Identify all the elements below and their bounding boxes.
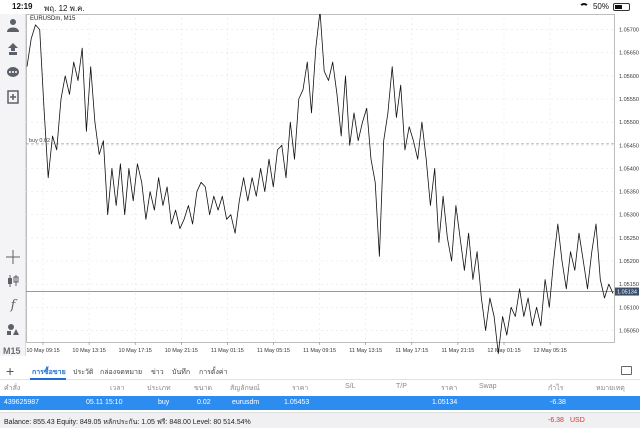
col-price[interactable]: ราคา	[292, 385, 309, 392]
x-tick-label: 11 May 05:15	[257, 348, 290, 354]
col-profit[interactable]: กำไร	[548, 385, 564, 392]
tab-journal[interactable]: บันทึก	[172, 369, 191, 376]
price-chart[interactable]: 1.05700 1.05650 1.05600 1.05550 1.05500 1.054…	[26, 14, 640, 356]
position-profit: -6.38	[550, 399, 566, 406]
function-icon[interactable]: f	[10, 297, 16, 313]
order-line-label: buy 0.02	[29, 138, 50, 144]
positions-header: คำสั่ง เวลา ประเภท ขนาด สัญลักษณ์ ราคา S…	[0, 380, 640, 394]
status-right: 50%	[578, 2, 630, 11]
x-tick-label: 10 May 21:15	[165, 348, 198, 354]
crosshair-icon[interactable]	[4, 248, 22, 266]
tab-active-indicator	[30, 378, 66, 380]
left-toolbar: f M15	[0, 14, 26, 356]
account-summary-text: Balance: 855.43 Equity: 849.05 หลักประกั…	[4, 419, 251, 426]
x-tick-label: 12 May 01:15	[487, 348, 520, 354]
tab-trade[interactable]: การซื้อขาย	[32, 369, 66, 376]
y-tick-label: 1.05050	[619, 328, 639, 334]
y-tick-label: 1.05500	[619, 120, 639, 126]
chart-symbol-label: EURUSDm, M15	[30, 16, 76, 22]
y-tick-label: 1.05700	[619, 28, 639, 34]
x-tick-label: 11 May 17:15	[395, 348, 428, 354]
col-symbol[interactable]: สัญลักษณ์	[230, 385, 260, 392]
profile-icon[interactable]	[4, 16, 22, 34]
tab-news[interactable]: ข่าว	[151, 369, 164, 376]
status-date: พฤ. 12 พ.ค.	[44, 4, 85, 13]
col-sl[interactable]: S/L	[345, 383, 356, 390]
position-symbol: eurusdm	[232, 399, 260, 406]
status-bar: 12:19 พฤ. 12 พ.ค. 50%	[0, 0, 640, 14]
candles-icon[interactable]	[4, 272, 22, 290]
chat-icon[interactable]	[4, 64, 22, 82]
chart-canvas: 1.05700 1.05650 1.05600 1.05550 1.05500 1.054…	[26, 14, 639, 355]
y-tick-label: 1.05100	[619, 305, 639, 311]
objects-icon[interactable]	[4, 320, 22, 338]
trade-icon[interactable]	[4, 40, 22, 58]
x-tick-label: 11 May 13:15	[349, 348, 382, 354]
current-price-tag	[615, 287, 639, 296]
col-time[interactable]: เวลา	[110, 385, 125, 392]
price-series-line	[26, 14, 614, 355]
new-order-icon[interactable]	[4, 88, 22, 106]
plot-frame	[26, 14, 615, 343]
position-current-price: 1.05134	[432, 399, 458, 406]
x-tick-label: 11 May 09:15	[303, 348, 336, 354]
tab-history[interactable]: ประวัติ	[73, 369, 94, 376]
y-tick-label: 1.05550	[619, 97, 639, 103]
x-tick-label: 12 May 05:15	[533, 348, 566, 354]
position-volume: 0.02	[197, 399, 211, 406]
wifi-icon	[578, 3, 589, 10]
y-tick-label: 1.05650	[619, 51, 639, 57]
y-tick-label: 1.05350	[619, 190, 639, 196]
y-tick-label: 1.05150	[619, 282, 639, 288]
col-tp[interactable]: T/P	[396, 383, 407, 390]
panel-toggle-icon[interactable]	[621, 366, 632, 375]
battery-percent: 50%	[592, 2, 609, 11]
account-currency: USD	[570, 417, 585, 424]
timeframe-label[interactable]: M15	[3, 346, 21, 356]
x-tick-label: 10 May 17:15	[119, 348, 152, 354]
position-time: 05.11 15:10	[86, 399, 123, 406]
current-price-label: 1.05134	[617, 290, 637, 296]
total-profit: -6.38	[548, 417, 564, 424]
tab-mailbox[interactable]: กล่องจดหมาย	[100, 369, 143, 376]
account-summary: Balance: 855.43 Equity: 849.05 หลักประกั…	[0, 412, 640, 428]
terminal-tabs: + การซื้อขาย ประวัติ กล่องจดหมาย ข่าว บั…	[0, 364, 640, 380]
tab-settings[interactable]: การตั้งค่า	[199, 369, 228, 376]
x-tick-label: 11 May 01:15	[211, 348, 244, 354]
col-order[interactable]: คำสั่ง	[4, 385, 21, 392]
y-tick-label: 1.05300	[619, 213, 639, 219]
col-current-price[interactable]: ราคา	[441, 385, 458, 392]
y-tick-label: 1.05200	[619, 259, 639, 265]
add-order-button[interactable]: +	[6, 363, 15, 379]
col-volume[interactable]: ขนาด	[194, 385, 213, 392]
position-open-price: 1.05453	[284, 399, 310, 406]
position-ticket: 439625987	[4, 399, 40, 406]
x-tick-label: 11 May 21:15	[441, 348, 474, 354]
x-tick-label: 10 May 09:15	[26, 348, 59, 354]
y-tick-label: 1.05450	[619, 143, 639, 149]
y-tick-label: 1.05600	[619, 74, 639, 80]
col-swap[interactable]: Swap	[479, 383, 497, 390]
col-type[interactable]: ประเภท	[147, 385, 171, 392]
y-tick-label: 1.05250	[619, 236, 639, 242]
x-tick-label: 10 May 13:15	[72, 348, 105, 354]
position-type: buy	[158, 399, 170, 406]
col-comment[interactable]: หมายเหตุ	[596, 385, 625, 392]
status-time: 12:19	[12, 2, 33, 11]
position-row[interactable]: 439625987 05.11 15:10 buy 0.02 eurusdm 1…	[0, 396, 640, 410]
battery-icon	[613, 2, 630, 11]
y-tick-label: 1.05400	[619, 166, 639, 172]
